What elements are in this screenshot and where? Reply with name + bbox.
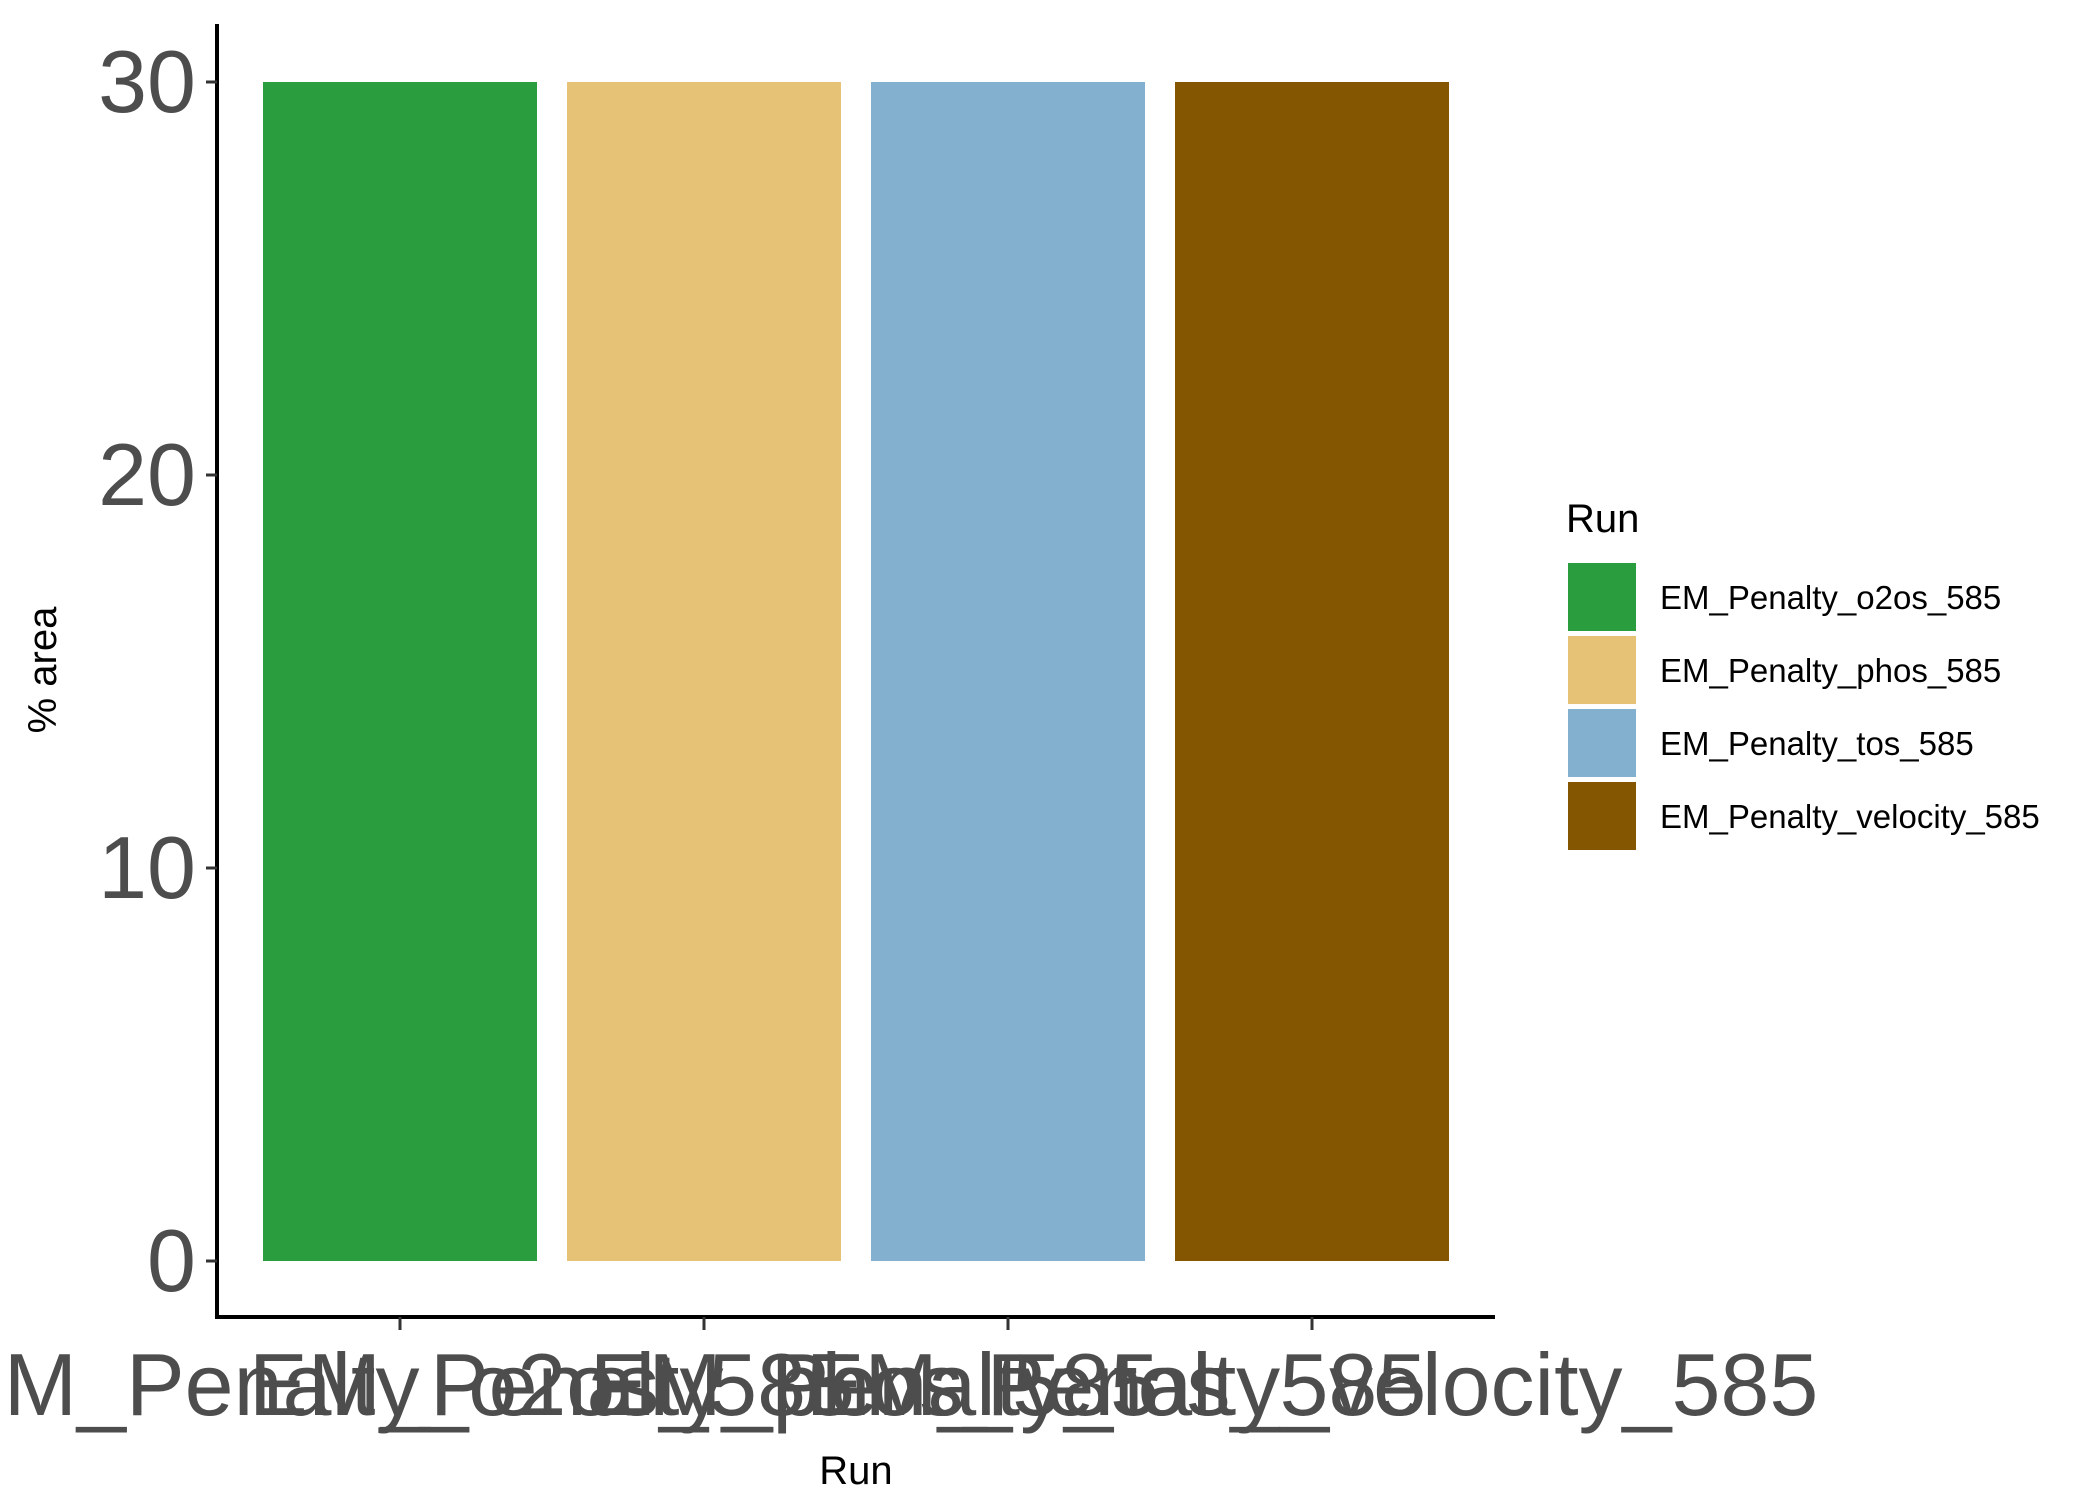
x-tick-label: EM_Penalty_o2os_585 [0, 1335, 855, 1434]
bar-1 [263, 82, 537, 1261]
legend-items: EM_Penalty_o2os_585 EM_Penalty_phos_585 EM… [1568, 563, 2040, 850]
y-tick-label: 10 [98, 818, 196, 917]
x-axis-title: Run [819, 1449, 892, 1493]
legend: Run EM_Penalty_o2os_585 EM_Penalty_phos_5… [1566, 497, 2040, 850]
x-axis-ticks: EM_Penalty_o2os_585EM_Penalty_phos_585EM… [0, 1317, 1818, 1434]
legend-label: EM_Penalty_tos_585 [1660, 725, 1974, 762]
y-axis-ticks: 0 10 20 30 [98, 32, 217, 1310]
bar-4 [1175, 82, 1449, 1261]
legend-label: EM_Penalty_velocity_585 [1660, 798, 2040, 835]
legend-key-3 [1568, 709, 1636, 777]
legend-key-4 [1568, 782, 1636, 850]
x-tick-label: EM_Penalty_velocity_585 [806, 1335, 1819, 1434]
legend-key-1 [1568, 563, 1636, 631]
bar-3 [871, 82, 1145, 1261]
x-tick-label: EM_Penalty_tos_585 [590, 1335, 1427, 1434]
legend-label: EM_Penalty_phos_585 [1660, 652, 2001, 689]
legend-title: Run [1566, 497, 1639, 541]
legend-key-2 [1568, 636, 1636, 704]
bars-group [263, 82, 1449, 1261]
y-axis-title: % area [21, 606, 65, 733]
bar-2 [567, 82, 841, 1261]
y-tick-label: 30 [98, 32, 196, 131]
y-tick-label: 0 [147, 1211, 196, 1310]
y-tick-label: 20 [98, 425, 196, 524]
legend-label: EM_Penalty_o2os_585 [1660, 579, 2001, 616]
x-tick-label: EM_Penalty_phos_585 [249, 1335, 1159, 1434]
